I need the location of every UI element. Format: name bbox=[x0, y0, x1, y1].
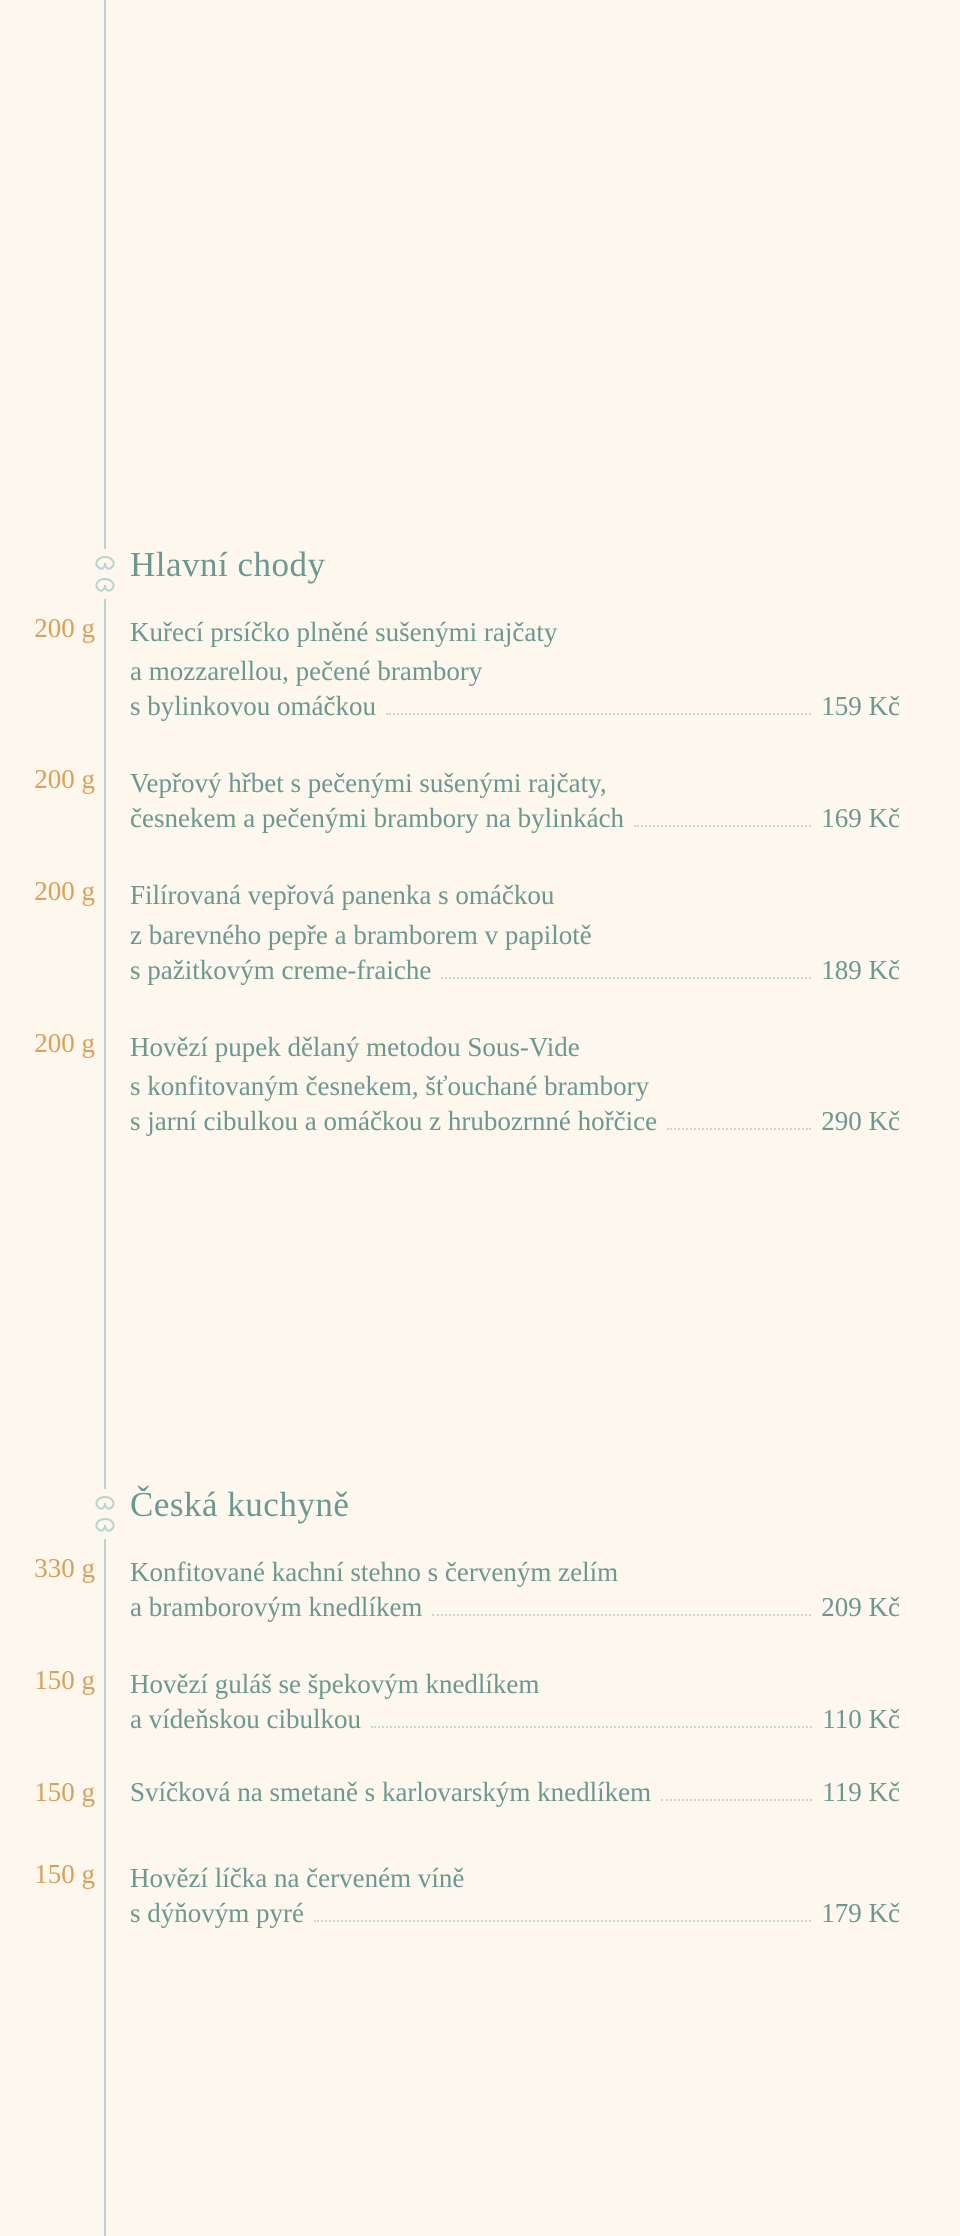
item-line: s konfitovaným česnekem, šťouchané bramb… bbox=[130, 1067, 900, 1106]
dot-leader bbox=[661, 1799, 812, 1801]
item-price: 110 Kč bbox=[822, 1704, 900, 1735]
item-weight: 150 g bbox=[0, 1777, 95, 1808]
section-title: Česká kuchyně bbox=[130, 1485, 960, 1525]
item-line: s dýňovým pyré bbox=[130, 1898, 304, 1929]
item-weight: 150 g bbox=[0, 1665, 95, 1696]
item-line: Hovězí pupek dělaný metodou Sous-Vide bbox=[130, 1028, 900, 1067]
menu-item: 200 g Vepřový hřbet s pečenými sušenými … bbox=[0, 764, 960, 834]
menu-item: 200 g Filírovaná vepřová panenka s omáčk… bbox=[0, 876, 960, 985]
item-price: 119 Kč bbox=[822, 1777, 900, 1808]
item-price: 159 Kč bbox=[821, 691, 900, 722]
dot-leader bbox=[386, 713, 811, 715]
menu-item: 330 g Konfitované kachní stehno s červen… bbox=[0, 1553, 960, 1623]
item-line: a mozzarellou, pečené brambory bbox=[130, 652, 900, 691]
item-line: a bramborovým knedlíkem bbox=[130, 1592, 422, 1623]
dot-leader bbox=[667, 1128, 811, 1130]
item-price: 169 Kč bbox=[821, 803, 900, 834]
item-line: Vepřový hřbet s pečenými sušenými rajčat… bbox=[130, 764, 900, 803]
menu-item: 200 g Kuřecí prsíčko plněné sušenými raj… bbox=[0, 613, 960, 722]
item-price: 189 Kč bbox=[821, 955, 900, 986]
item-price: 209 Kč bbox=[821, 1592, 900, 1623]
section-title: Hlavní chody bbox=[130, 545, 960, 585]
dot-leader bbox=[371, 1726, 812, 1728]
menu-item: 150 g Hovězí guláš se špekovým knedlíkem… bbox=[0, 1665, 960, 1735]
item-line: s jarní cibulkou a omáčkou z hrubozrnné … bbox=[130, 1106, 657, 1137]
item-line: s pažitkovým creme-fraiche bbox=[130, 955, 431, 986]
section-czech-cuisine: Česká kuchyně 330 g Konfitované kachní s… bbox=[0, 1485, 960, 1971]
item-weight: 330 g bbox=[0, 1553, 95, 1584]
item-line: s bylinkovou omáčkou bbox=[130, 691, 376, 722]
item-price: 290 Kč bbox=[821, 1106, 900, 1137]
section-ornament-icon bbox=[88, 549, 122, 599]
menu-item: 200 g Hovězí pupek dělaný metodou Sous-V… bbox=[0, 1028, 960, 1137]
dot-leader bbox=[634, 825, 811, 827]
menu-item: 150 g Hovězí líčka na červeném víně s dý… bbox=[0, 1859, 960, 1929]
item-weight: 200 g bbox=[0, 876, 95, 907]
item-weight: 200 g bbox=[0, 764, 95, 795]
dot-leader bbox=[432, 1614, 811, 1616]
item-line: Svíčková na smetaně s karlovarským knedl… bbox=[130, 1777, 651, 1808]
dot-leader bbox=[441, 977, 811, 979]
item-line: Hovězí líčka na červeném víně bbox=[130, 1859, 900, 1898]
item-weight: 200 g bbox=[0, 613, 95, 644]
dot-leader bbox=[314, 1920, 811, 1922]
section-main-courses: Hlavní chody 200 g Kuřecí prsíčko plněné… bbox=[0, 545, 960, 1179]
item-line: Konfitované kachní stehno s červeným zel… bbox=[130, 1553, 900, 1592]
item-line: česnekem a pečenými brambory na bylinkác… bbox=[130, 803, 624, 834]
item-line: Kuřecí prsíčko plněné sušenými rajčaty bbox=[130, 613, 900, 652]
item-line: Filírovaná vepřová panenka s omáčkou bbox=[130, 876, 900, 915]
item-line: Hovězí guláš se špekovým knedlíkem bbox=[130, 1665, 900, 1704]
item-price: 179 Kč bbox=[821, 1898, 900, 1929]
section-ornament-icon bbox=[88, 1489, 122, 1539]
item-line: a vídeňskou cibulkou bbox=[130, 1704, 361, 1735]
item-weight: 150 g bbox=[0, 1859, 95, 1890]
item-line: z barevného pepře a bramborem v papilotě bbox=[130, 916, 900, 955]
item-weight: 200 g bbox=[0, 1028, 95, 1059]
menu-item: 150 g Svíčková na smetaně s karlovarským… bbox=[0, 1777, 960, 1817]
